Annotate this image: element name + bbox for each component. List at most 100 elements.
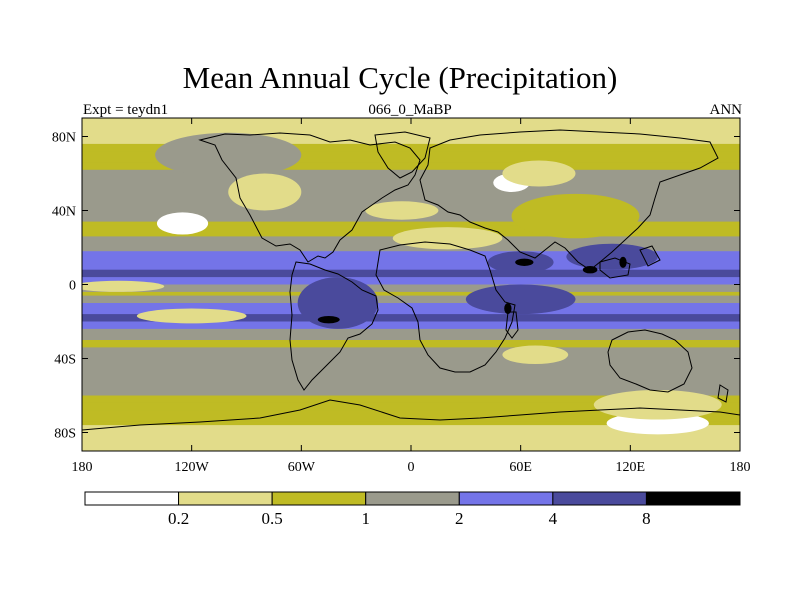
precip-band [82, 262, 740, 267]
colorbar-label: 8 [642, 509, 651, 528]
colorbar-label: 4 [549, 509, 558, 528]
x-tick-label: 120W [175, 460, 210, 475]
colorbar-label: 1 [361, 509, 370, 528]
precip-band [82, 399, 740, 404]
precip-band [82, 195, 740, 200]
precip-band [82, 217, 740, 223]
precip-band [82, 299, 740, 304]
precip-band [82, 129, 740, 134]
precip-band [82, 410, 740, 415]
precip-band [82, 177, 740, 182]
precip-band [82, 295, 740, 300]
x-tick-label: 120E [616, 460, 646, 475]
greenland-outline [374, 131, 431, 179]
experiment-label: Expt = teydn1 [83, 102, 169, 118]
precip-band [82, 280, 740, 286]
x-tick-label: 60W [288, 460, 316, 475]
precip-band [82, 251, 740, 256]
precip-band [82, 358, 740, 363]
precip-band [82, 310, 740, 315]
precip-region [155, 132, 302, 178]
north-america-outline [198, 132, 421, 263]
precip-band [82, 362, 740, 367]
precip-region [619, 256, 627, 268]
season-label: ANN [709, 102, 743, 118]
precip-band [82, 377, 740, 382]
precip-band [82, 428, 740, 434]
precip-band [82, 439, 740, 445]
precip-band [82, 314, 740, 319]
x-tick-label: 180 [730, 460, 751, 475]
precip-region [297, 277, 379, 329]
x-tick-label: 60E [509, 460, 532, 475]
colorbar-swatch [645, 491, 741, 506]
precipitation-field [82, 118, 740, 451]
antarctica-outline [82, 399, 740, 431]
precip-band [82, 325, 740, 330]
y-tick-label: 40S [54, 353, 76, 368]
precip-band [82, 258, 740, 263]
precip-band [82, 162, 740, 167]
precip-region [504, 303, 512, 315]
precip-region [82, 280, 165, 292]
precip-region [502, 345, 569, 365]
precip-region [365, 201, 439, 220]
precip-band [82, 303, 740, 308]
precip-band [82, 291, 740, 297]
precip-region [511, 193, 640, 239]
south-america-outline [289, 261, 379, 391]
precip-band [82, 347, 740, 352]
precip-band [82, 225, 740, 230]
precip-band [82, 414, 740, 419]
y-tick-label: 40N [52, 205, 76, 220]
precip-region [465, 284, 576, 315]
colorbar-swatch [458, 491, 554, 506]
precip-band [82, 277, 740, 282]
precip-band [82, 406, 740, 411]
new-zealand-outline [717, 384, 729, 403]
precip-band [82, 173, 740, 178]
precip-band [82, 336, 740, 341]
precip-band [82, 184, 740, 189]
africa-outline [375, 241, 516, 373]
precip-band [82, 369, 740, 374]
precip-band [82, 125, 740, 130]
precip-band [82, 151, 740, 156]
madagascar-outline [505, 311, 519, 339]
precip-band [82, 166, 740, 171]
precip-band [82, 425, 740, 430]
period-label: 066_0_MaBP [368, 102, 452, 118]
precip-band [82, 132, 740, 138]
chart-title: Mean Annual Cycle (Precipitation) [182, 60, 618, 95]
precip-region [317, 315, 340, 324]
precip-band [82, 269, 740, 274]
y-tick-label: 80N [52, 131, 76, 146]
precip-band [82, 373, 740, 378]
precip-band [82, 388, 740, 393]
australia-outline [607, 329, 693, 393]
precip-region [228, 173, 302, 211]
precip-band [82, 180, 740, 186]
precip-band [82, 288, 740, 293]
precip-band [82, 266, 740, 271]
precip-region [515, 258, 534, 266]
precip-band [82, 402, 740, 408]
precip-band [82, 254, 740, 260]
colorbar-swatch [178, 491, 273, 506]
precip-band [82, 155, 740, 160]
precip-band [82, 417, 740, 422]
precip-band [82, 284, 740, 289]
y-tick-label: 0 [69, 279, 76, 294]
precip-band [82, 365, 740, 371]
coastlines [82, 129, 740, 431]
precip-band [82, 321, 740, 326]
x-tick-label: 180 [72, 460, 93, 475]
precip-band [82, 273, 740, 278]
x-tick-label: 0 [408, 460, 415, 475]
precip-band [82, 395, 740, 400]
colorbar-swatch [552, 491, 647, 506]
precip-band [82, 384, 740, 389]
precip-band [82, 436, 740, 441]
colorbar: 0.2 0.5 1 2 4 8 [84, 491, 741, 528]
